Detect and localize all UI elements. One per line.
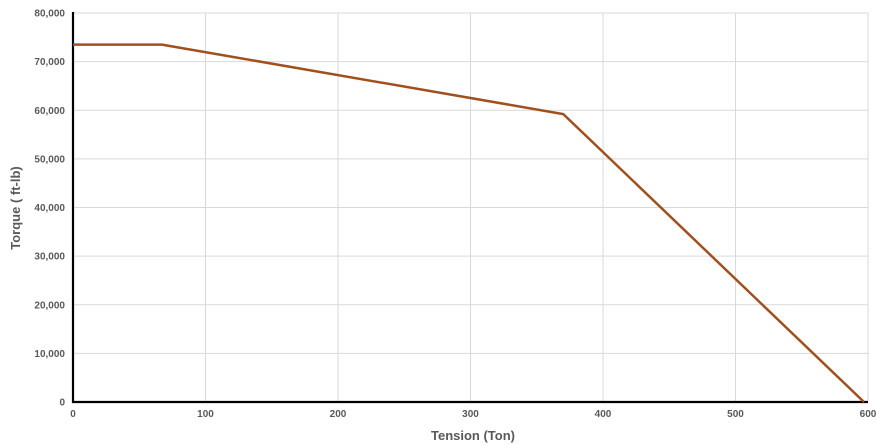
x-tick-label: 500	[727, 409, 744, 420]
grid	[73, 12, 869, 402]
tick-labels: 0 100 200 300 400 500 600 0 10,000 20,000 30,000 40…	[34, 9, 876, 421]
y-tick-label: 50,000	[34, 154, 65, 165]
series-layer	[72, 43, 865, 403]
series-line	[73, 43, 865, 403]
x-tick-label: 300	[462, 409, 479, 420]
y-tick-label: 40,000	[34, 203, 65, 214]
x-tick-label: 0	[70, 409, 76, 420]
x-tick-label: 200	[330, 409, 347, 420]
x-tick-label: 100	[197, 409, 214, 420]
x-tick-label: 400	[595, 409, 612, 420]
y-tick-label: 0	[59, 398, 65, 409]
y-tick-label: 10,000	[34, 349, 65, 360]
y-tick-label: 30,000	[34, 252, 65, 263]
y-tick-label: 80,000	[34, 9, 65, 20]
y-axis-title: Torque ( ft-lb)	[8, 166, 23, 250]
y-tick-label: 60,000	[34, 106, 65, 117]
x-axis-title: Tension (Ton)	[431, 428, 515, 443]
y-tick-label: 70,000	[34, 57, 65, 68]
axes	[71, 12, 868, 404]
y-tick-label: 20,000	[34, 300, 65, 311]
x-tick-label: 600	[860, 409, 877, 420]
